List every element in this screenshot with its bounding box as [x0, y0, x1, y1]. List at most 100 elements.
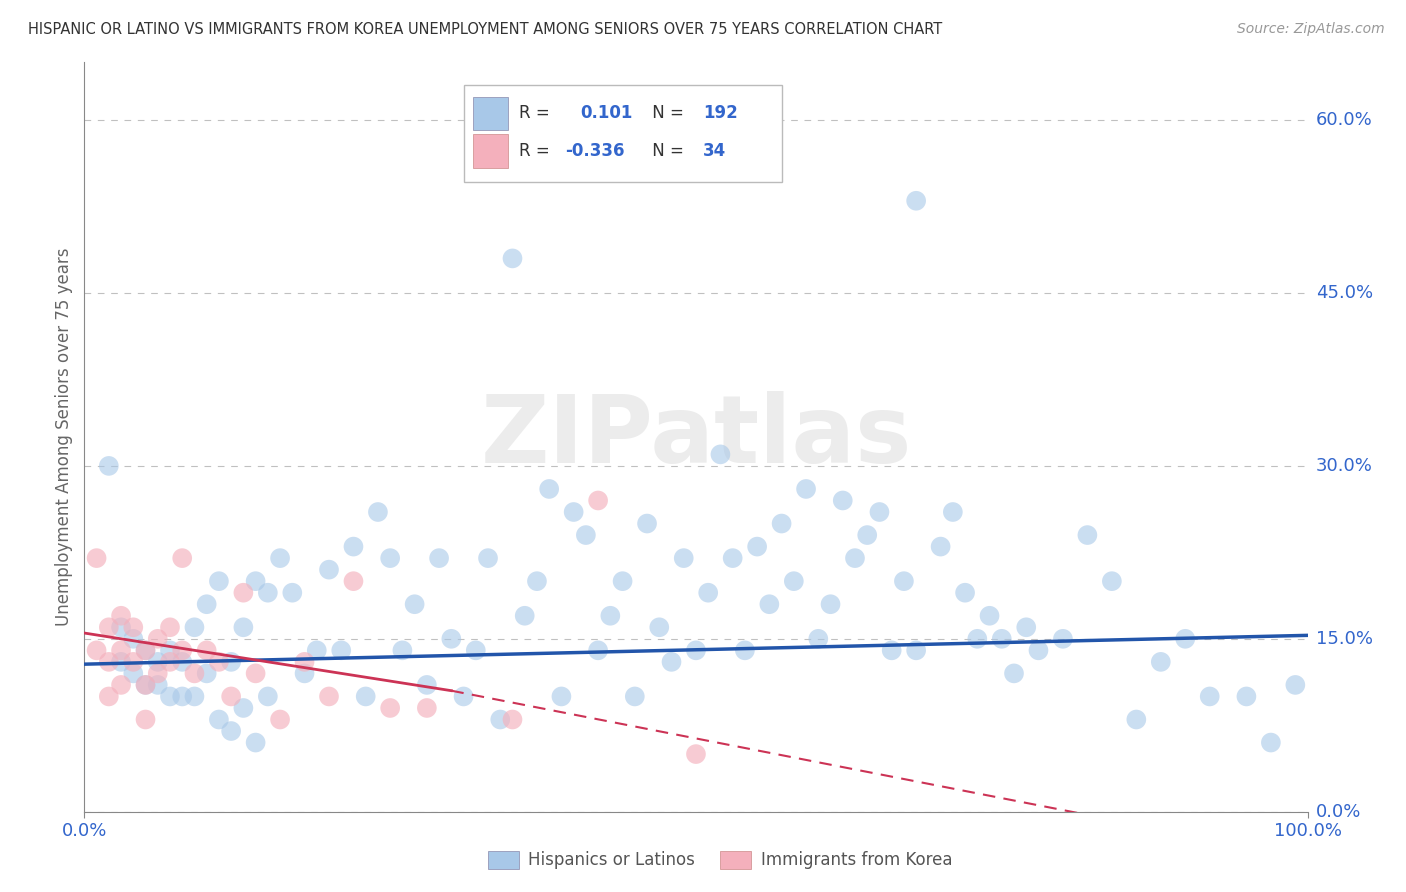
Point [1052, 632, 1074, 646]
Point [893, 574, 915, 589]
Point [232, 585, 254, 599]
Point [354, 690, 377, 704]
Point [122, 620, 145, 634]
Point [502, 252, 524, 266]
Point [624, 690, 647, 704]
Point [305, 643, 328, 657]
Point [86, 551, 108, 566]
Y-axis label: Unemployment Among Seniors over 75 years: Unemployment Among Seniors over 75 years [55, 248, 73, 626]
Point [159, 643, 181, 657]
Point [110, 620, 132, 634]
Point [183, 666, 205, 681]
Point [232, 620, 254, 634]
Point [844, 551, 866, 566]
FancyBboxPatch shape [464, 85, 782, 182]
Text: N =: N = [647, 104, 689, 122]
Point [612, 574, 634, 589]
Point [820, 597, 842, 611]
Point [1002, 666, 1025, 681]
Point [219, 690, 242, 704]
Point [318, 563, 340, 577]
Point [122, 655, 145, 669]
Point [1284, 678, 1306, 692]
Text: 30.0%: 30.0% [1316, 457, 1372, 475]
Point [905, 643, 928, 657]
Point [146, 666, 169, 681]
Point [135, 678, 157, 692]
Point [734, 643, 756, 657]
Point [380, 701, 402, 715]
Point [586, 643, 609, 657]
Point [294, 666, 316, 681]
Point [183, 620, 205, 634]
Point [208, 655, 231, 669]
Text: 60.0%: 60.0% [1316, 112, 1372, 129]
Point [1076, 528, 1098, 542]
Point [953, 585, 976, 599]
Point [269, 551, 291, 566]
Text: 15.0%: 15.0% [1316, 630, 1372, 648]
Point [219, 655, 242, 669]
Point [905, 194, 928, 208]
Point [1236, 690, 1258, 704]
Point [416, 678, 439, 692]
Point [257, 585, 280, 599]
Point [685, 747, 707, 761]
Point [869, 505, 891, 519]
Point [330, 643, 353, 657]
Point [979, 608, 1001, 623]
Point [195, 666, 218, 681]
FancyBboxPatch shape [474, 134, 508, 168]
Text: -0.336: -0.336 [565, 142, 624, 160]
Point [110, 643, 132, 657]
Point [146, 655, 169, 669]
Point [122, 632, 145, 646]
Point [97, 620, 120, 634]
Point [97, 458, 120, 473]
Point [208, 574, 231, 589]
Point [122, 666, 145, 681]
Point [783, 574, 806, 589]
Point [172, 551, 194, 566]
Point [172, 655, 194, 669]
Point [794, 482, 817, 496]
Point [502, 713, 524, 727]
Point [86, 643, 108, 657]
Text: 34: 34 [703, 142, 727, 160]
Point [758, 597, 780, 611]
Point [831, 493, 853, 508]
Point [929, 540, 952, 554]
Point [1260, 735, 1282, 749]
Point [146, 678, 169, 692]
Point [489, 713, 512, 727]
Point [195, 643, 218, 657]
Point [159, 620, 181, 634]
Point [245, 735, 267, 749]
Point [1150, 655, 1173, 669]
Text: R =: R = [519, 104, 554, 122]
Point [526, 574, 548, 589]
Point [1015, 620, 1038, 634]
Point [709, 447, 731, 461]
Point [966, 632, 988, 646]
Text: 0.101: 0.101 [579, 104, 633, 122]
Point [661, 655, 683, 669]
Point [404, 597, 426, 611]
Point [1101, 574, 1123, 589]
Point [1028, 643, 1050, 657]
Text: Hispanics or Latinos: Hispanics or Latinos [529, 851, 695, 869]
Point [416, 701, 439, 715]
Point [991, 632, 1014, 646]
Point [1198, 690, 1220, 704]
Point [183, 690, 205, 704]
Point [342, 540, 364, 554]
Point [367, 505, 389, 519]
Point [538, 482, 561, 496]
Point [856, 528, 879, 542]
Point [110, 678, 132, 692]
Point [685, 643, 707, 657]
Point [427, 551, 450, 566]
Point [135, 643, 157, 657]
Point [97, 690, 120, 704]
Point [648, 620, 671, 634]
